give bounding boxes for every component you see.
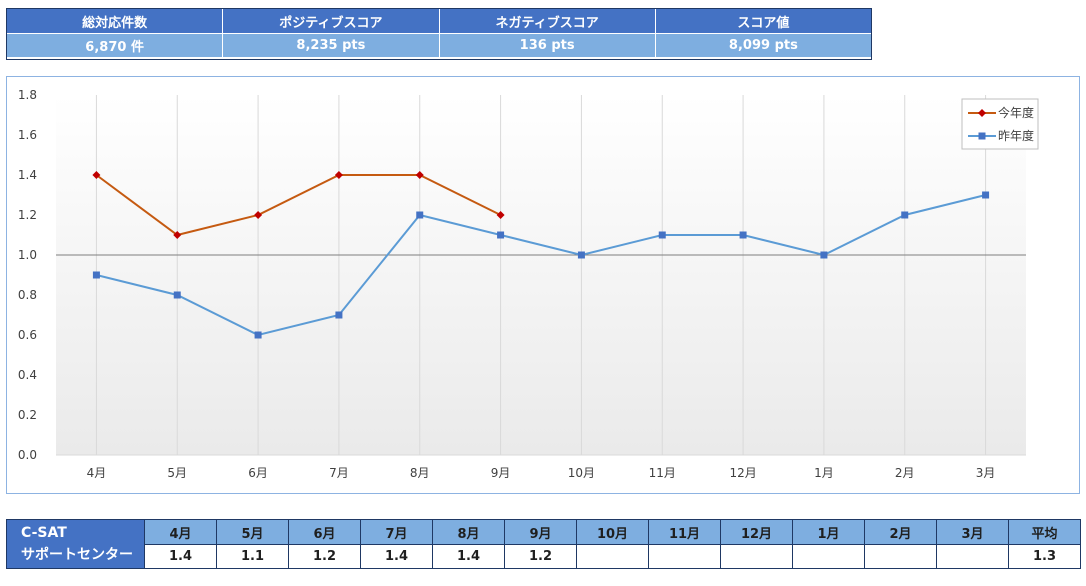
kpi-header-total: 総対応件数 — [5, 8, 224, 34]
line-chart: 0.0 0.2 0.4 0.6 0.8 1.0 1.2 1.4 1.6 1.8 4月 5月 6月 7月 8… — [18, 88, 1039, 480]
kpi-value-positive: 8,235 pts — [222, 33, 440, 58]
legend-marker — [978, 132, 986, 140]
month-value — [576, 544, 649, 569]
data-point-last-year — [739, 231, 747, 239]
month-header: 12月 — [720, 519, 793, 545]
y-tick-label: 1.6 — [18, 128, 37, 142]
kpi-value-score: 8,099 pts — [654, 33, 873, 58]
grid-lines — [56, 95, 1026, 456]
y-tick-label: 0.6 — [18, 328, 37, 342]
y-tick-label: 0.4 — [18, 368, 37, 382]
month-value — [720, 544, 793, 569]
x-axis: 4月 5月 6月 7月 8月 9月 10月 11月 12月 1月 2月 3月 — [87, 466, 996, 480]
kpi-header-score: スコア値 — [654, 8, 873, 34]
data-point-this-year — [173, 231, 182, 239]
kpi-summary-table: 総対応件数 ポジティブスコア ネガティブスコア スコア値 6,870 件 8,2… — [5, 8, 873, 58]
csat-value-row: 1.4 1.1 1.2 1.4 1.4 1.2 1.3 — [7, 544, 1081, 569]
x-tick-label: 3月 — [976, 466, 996, 480]
x-tick-label: 5月 — [167, 466, 187, 480]
csat-label-cell: C-SAT サポートセンター — [6, 519, 145, 569]
kpi-header-row: 総対応件数 ポジティブスコア ネガティブスコア スコア値 — [5, 8, 873, 34]
data-point-last-year — [173, 291, 181, 299]
legend-label: 昨年度 — [998, 128, 1034, 143]
series-line-last-year — [96, 194, 986, 337]
y-tick-label: 0.0 — [18, 448, 37, 462]
legend-label: 今年度 — [998, 105, 1034, 120]
month-header: 3月 — [936, 519, 1009, 545]
month-header: 6月 — [288, 519, 361, 545]
x-tick-label: 6月 — [248, 466, 268, 480]
month-header: 9月 — [504, 519, 577, 545]
data-point-this-year — [92, 171, 101, 179]
kpi-value-total: 6,870 件 — [5, 33, 224, 58]
x-tick-label: 2月 — [895, 466, 915, 480]
data-point-last-year — [497, 231, 505, 239]
x-tick-label: 8月 — [410, 466, 430, 480]
y-tick-label: 0.8 — [18, 288, 37, 302]
month-header: 7月 — [360, 519, 433, 545]
average-header: 平均 — [1008, 519, 1081, 545]
month-value — [648, 544, 721, 569]
chart-panel: 0.0 0.2 0.4 0.6 0.8 1.0 1.2 1.4 1.6 1.8 4月 5月 6月 7月 8… — [6, 76, 1080, 494]
csat-label-subtitle: サポートセンター — [21, 547, 133, 563]
month-header: 5月 — [216, 519, 289, 545]
month-value: 1.4 — [360, 544, 433, 569]
month-value: 1.4 — [144, 544, 217, 569]
kpi-value-negative: 136 pts — [438, 33, 656, 58]
data-point-last-year — [254, 331, 262, 339]
x-tick-label: 1月 — [814, 466, 834, 480]
month-value: 1.4 — [432, 544, 505, 569]
data-point-this-year — [415, 171, 424, 179]
month-header: 4月 — [144, 519, 217, 545]
data-point-last-year — [820, 251, 828, 259]
month-value: 1.1 — [216, 544, 289, 569]
x-tick-label: 9月 — [491, 466, 511, 480]
series-layer — [92, 171, 990, 339]
month-value — [936, 544, 1009, 569]
data-point-last-year — [658, 231, 666, 239]
x-tick-label: 7月 — [329, 466, 349, 480]
y-tick-label: 1.4 — [18, 168, 37, 182]
y-tick-label: 0.2 — [18, 408, 37, 422]
data-point-last-year — [92, 271, 100, 279]
month-header: 8月 — [432, 519, 505, 545]
y-axis: 0.0 0.2 0.4 0.6 0.8 1.0 1.2 1.4 1.6 1.8 — [18, 88, 37, 462]
kpi-header-positive: ポジティブスコア — [222, 8, 440, 34]
x-tick-label: 12月 — [729, 466, 756, 480]
month-value — [864, 544, 937, 569]
y-tick-label: 1.2 — [18, 208, 37, 222]
data-point-this-year — [334, 171, 343, 179]
x-tick-label: 10月 — [568, 466, 595, 480]
csat-table: C-SAT サポートセンター 4月 5月 6月 7月 8月 9月 10月 11月… — [6, 519, 1081, 569]
data-point-last-year — [901, 211, 909, 219]
y-tick-label: 1.0 — [18, 248, 37, 262]
data-point-last-year — [577, 251, 585, 259]
month-header: 1月 — [792, 519, 865, 545]
month-value — [792, 544, 865, 569]
data-point-last-year — [335, 311, 343, 319]
csat-label-title: C-SAT — [21, 525, 67, 541]
legend-marker — [978, 109, 986, 117]
series-line-this-year — [95, 174, 502, 237]
data-point-this-year — [496, 211, 505, 219]
month-header: 11月 — [648, 519, 721, 545]
month-header: 2月 — [864, 519, 937, 545]
csat-header-row: C-SAT サポートセンター 4月 5月 6月 7月 8月 9月 10月 11月… — [6, 519, 1081, 569]
kpi-value-row: 6,870 件 8,235 pts 136 pts 8,099 pts — [5, 33, 873, 58]
data-point-last-year — [982, 191, 990, 199]
x-tick-label: 11月 — [649, 466, 676, 480]
data-point-last-year — [416, 211, 424, 219]
x-tick-label: 4月 — [87, 466, 107, 480]
month-header: 10月 — [576, 519, 649, 545]
month-value: 1.2 — [288, 544, 361, 569]
y-tick-label: 1.8 — [18, 88, 37, 102]
average-value: 1.3 — [1008, 544, 1081, 569]
month-value: 1.2 — [504, 544, 577, 569]
plot-area — [56, 95, 1026, 455]
kpi-header-negative: ネガティブスコア — [438, 8, 656, 34]
